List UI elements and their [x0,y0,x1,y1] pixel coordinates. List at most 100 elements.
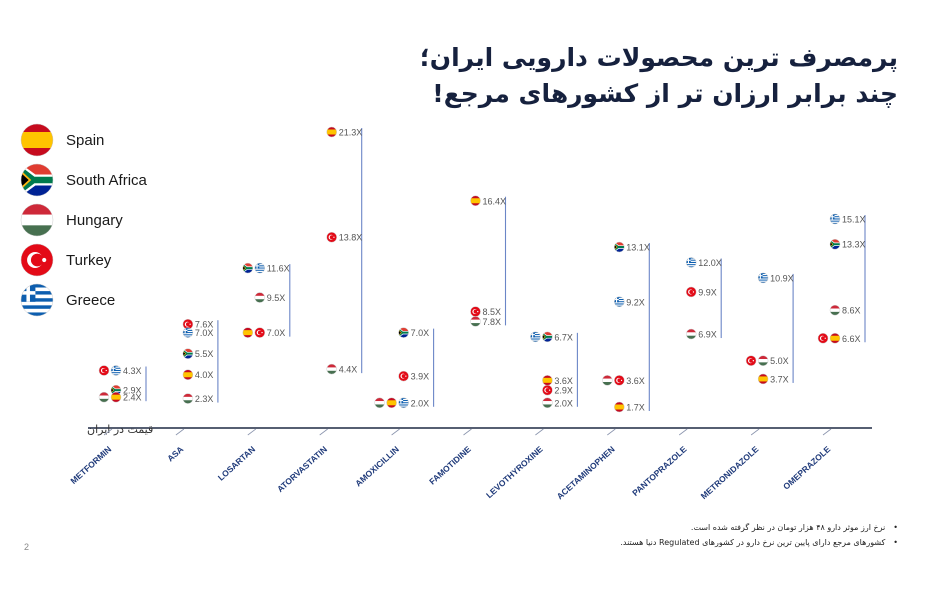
spain-flag-icon [386,397,397,408]
point-value-label: 5.5X [195,349,214,359]
legend-label: South Africa [66,171,147,189]
turkey-flag-icon [326,232,337,243]
south-africa-flag-icon [182,348,193,359]
data-point: 10.9X [757,272,794,283]
x-tick [463,428,472,436]
spain-flag-icon [21,124,53,156]
point-value-label: 6.7X [554,332,573,342]
data-point: 13.3X [829,238,866,250]
title-line-1: پرمصرف ترین محصولات دارویی ایران؛ [419,43,898,72]
data-point: 2.3X [182,393,214,404]
data-point: 6.7X [530,331,573,342]
point-value-label: 2.0X [554,398,573,408]
data-point: 8.5X [470,306,502,317]
point-value-label: 3.9X [411,372,430,382]
legend-item-hungary: Hungary [20,200,147,240]
hungary-flag-icon [99,392,109,403]
point-value-label: 2.3X [195,394,214,404]
point-value-label: 8.5X [483,307,502,317]
point-value-label: 7.0X [195,328,214,338]
point-value-label: 6.6X [842,334,861,344]
south-africa-flag-icon [830,239,840,250]
hungary-flag-icon [542,397,553,408]
data-point: 3.9X [398,370,430,382]
turkey-flag-icon [182,319,193,330]
data-point: 6.9X [685,328,717,340]
legend-item-turkey: Turkey [20,240,147,280]
greece-flag-icon [182,327,193,338]
x-tick-label: METRONIDAZOLE [699,444,761,501]
hungary-flag-icon [182,393,193,404]
data-point: 7.8X [470,316,502,327]
data-point: 4.0X [182,369,213,380]
legend-label: Hungary [66,211,123,229]
legend: Spain South Africa Hungary Turkey Greece [20,120,147,320]
data-point: 21.3X [326,126,363,138]
turkey-flag-icon [470,306,481,317]
point-value-label: 7.0X [411,328,430,338]
point-value-label: 3.6X [626,376,645,386]
x-tick [750,428,760,436]
data-point: 13.8X [326,231,363,243]
x-tick [319,428,328,436]
hungary-flag-icon [830,305,840,316]
data-point: 9.9X [685,286,717,297]
chart-title: پرمصرف ترین محصولات دارویی ایران؛ چند بر… [338,40,898,112]
data-point: 4.3X [98,365,142,376]
greece-flag-icon [21,284,53,316]
point-value-label: 4.4X [339,365,358,375]
data-point: 7.0X [242,327,286,338]
data-point: 9.5X [254,292,285,303]
spain-flag-icon [111,392,121,403]
data-point: 2.0X [542,397,573,408]
point-value-label: 2.4X [123,393,142,403]
x-tick-label: FAMOTIDINE [427,444,473,487]
point-value-label: 5.0X [770,356,789,366]
greece-flag-icon [758,272,769,283]
data-point: 11.6X [242,262,290,274]
x-tick-label: OMEPRAZOLE [781,444,833,492]
turkey-flag-icon [254,327,265,338]
x-tick [391,428,400,436]
greece-flag-icon [111,365,121,376]
x-tick-label: LOSARTAN [216,444,257,483]
point-value-label: 3.7X [770,374,789,384]
point-value-label: 13.1X [626,243,650,253]
hungary-flag-icon [21,204,53,236]
south-africa-flag-icon [398,327,409,338]
south-africa-flag-icon [242,263,253,274]
turkey-flag-icon [818,333,828,344]
point-value-label: 4.3X [123,366,142,376]
hungary-flag-icon [326,364,337,375]
data-point: 13.1X [614,241,650,253]
title-line-2: چند برابر ارزان تر از کشورهای مرجع! [432,79,898,108]
data-point: 2.9X [542,384,573,396]
point-value-label: 7.8X [483,317,502,327]
point-value-label: 13.8X [339,233,363,243]
data-point: 5.5X [182,348,214,359]
spain-flag-icon [326,127,337,137]
page-number: 2 [24,542,30,552]
point-value-label: 13.3X [842,240,866,250]
spain-flag-icon [758,373,769,384]
footnotes: • نرخ ارز موثر دارو ۴۸ هزار تومان در نظر … [478,520,898,550]
south-africa-flag-icon [614,242,625,253]
point-value-label: 2.0X [411,398,430,408]
point-value-label: 1.7X [626,403,645,413]
point-value-label: 8.6X [842,306,861,316]
x-tick-label: PANTOPRAZOLE [630,444,689,498]
data-point: 2.4X [98,391,142,403]
greece-flag-icon [254,263,265,274]
data-point: 4.4X [326,363,358,375]
baseline-label: قیمت در ایران [87,423,153,436]
point-value-label: 7.0X [267,328,286,338]
footnote-2: • کشورهای مرجع دارای پایین ترین نرخ دارو … [620,538,898,547]
greece-flag-icon [614,296,625,307]
spain-flag-icon [470,195,481,206]
spain-flag-icon [182,369,193,380]
spain-flag-icon [242,327,253,338]
x-tick [103,428,113,436]
point-value-label: 21.3X [339,128,363,138]
legend-item-spain: Spain [20,120,147,160]
data-point: 7.6X [182,318,213,330]
